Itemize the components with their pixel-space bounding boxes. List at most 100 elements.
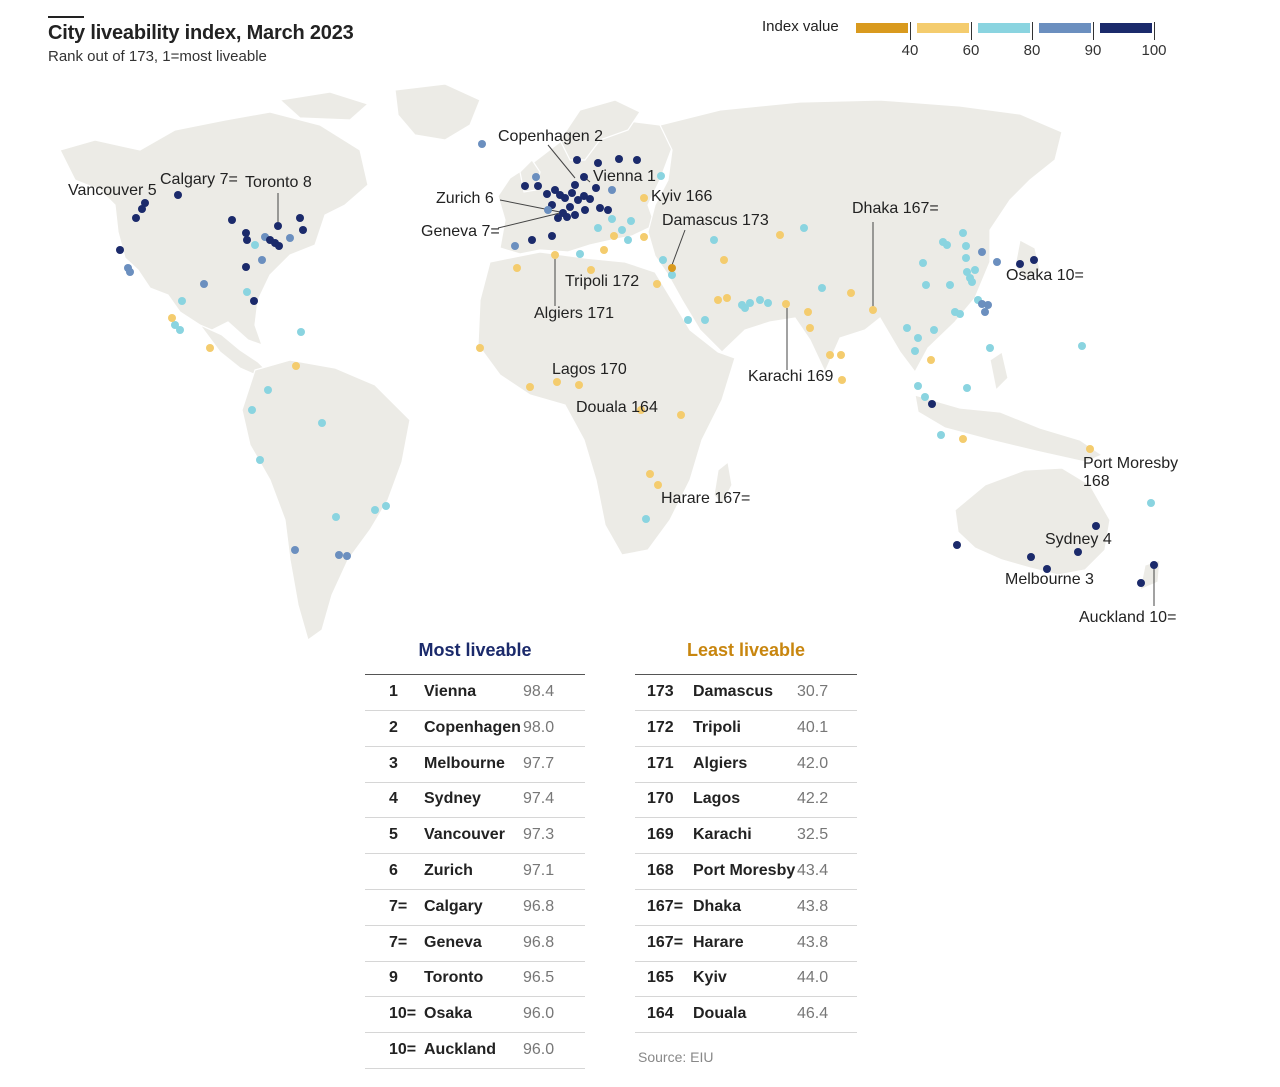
rank-cell: 172 [647, 718, 674, 736]
table-row: 3 Melbourne 97.7 [365, 747, 585, 783]
city-dot [684, 316, 692, 324]
city-dot [574, 196, 582, 204]
city-dot [554, 214, 562, 222]
city-dot [642, 515, 650, 523]
city-dot [286, 234, 294, 242]
city-dot [553, 378, 561, 386]
map-label-tripoli: Tripoli 172 [565, 273, 639, 290]
city-dot [521, 182, 529, 190]
city-dot [903, 324, 911, 332]
table-row: 165 Kyiv 44.0 [635, 961, 857, 998]
table-row: 168 Port Moresby 43.4 [635, 854, 857, 890]
city-dot [714, 296, 722, 304]
map-label-toronto: Toronto 8 [245, 174, 312, 191]
value-cell: 97.3 [523, 826, 555, 844]
city-cell: Tripoli [693, 718, 741, 736]
city-cell: Douala [693, 1005, 747, 1023]
map-label-portmoresby1: Port Moresby [1083, 455, 1178, 472]
rank-cell: 1 [389, 683, 398, 700]
city-dot [756, 296, 764, 304]
city-dot [914, 382, 922, 390]
city-dot [646, 470, 654, 478]
city-dot [946, 281, 954, 289]
table-row: 169 Karachi 32.5 [635, 818, 857, 855]
city-dot [594, 224, 602, 232]
value-cell: 96.0 [523, 1041, 555, 1058]
most-liveable-heading: Most liveable [418, 640, 532, 660]
city-dot [544, 206, 552, 214]
map-label-melbourne: Melbourne 3 [1005, 571, 1094, 588]
city-dot [513, 264, 521, 272]
city-dot [580, 192, 588, 200]
city-cell: Osaka [424, 1005, 473, 1023]
map-labels: Copenhagen 2 Vienna 1 Kyiv 166 Zurich 6 Gene… [68, 128, 1178, 626]
city-cell: Algiers [693, 754, 748, 772]
city-dot [624, 236, 632, 244]
rank-cell: 167= [647, 933, 684, 951]
value-cell: 46.4 [797, 1005, 829, 1023]
city-dot [953, 541, 961, 549]
city-dot [657, 172, 665, 180]
city-dot [551, 251, 559, 259]
map-label-damascus: Damascus 173 [662, 212, 769, 229]
city-dot [478, 140, 486, 148]
city-dot [258, 256, 266, 264]
city-cell: Lagos [693, 790, 741, 808]
city-dot [178, 297, 186, 305]
city-cell: Harare [693, 933, 744, 951]
city-dot [919, 259, 927, 267]
map-label-portmoresby2: 168 [1083, 473, 1110, 490]
city-dot [869, 306, 877, 314]
city-cell: Melbourne [424, 754, 505, 772]
rank-cell: 164 [647, 1005, 674, 1023]
map-label-osaka: Osaka 10= [1006, 267, 1084, 284]
city-dot [371, 506, 379, 514]
city-dot [580, 173, 588, 181]
city-dot [132, 214, 140, 222]
city-dot [746, 299, 754, 307]
table-row: 4 Sydney 97.4 [365, 782, 585, 819]
city-dot [978, 248, 986, 256]
value-cell: 43.8 [797, 897, 829, 915]
table-row: 172 Tripoli 40.1 [635, 711, 857, 747]
most-liveable-rule [365, 674, 585, 675]
rank-cell: 7= [389, 933, 408, 951]
rank-cell: 2 [389, 718, 398, 736]
least-liveable-heading: Least liveable [686, 640, 806, 660]
legend-tick [971, 22, 972, 40]
city-cell: Geneva [424, 933, 482, 951]
land-arctic-islands [278, 91, 370, 121]
city-dot [986, 344, 994, 352]
city-dot [1043, 565, 1051, 573]
table-row: 7= Geneva 96.8 [365, 926, 585, 962]
city-dot [275, 242, 283, 250]
city-cell: Karachi [693, 826, 752, 844]
table-row: 173 Damascus 30.7 [635, 675, 857, 711]
value-cell: 97.7 [523, 754, 555, 772]
city-dot [587, 266, 595, 274]
legend-tick-label: 40 [901, 42, 919, 59]
legend-title: Index value [762, 18, 839, 35]
city-cell: Copenhagen [424, 718, 521, 736]
city-dot [174, 191, 182, 199]
city-dot [971, 266, 979, 274]
city-dot [548, 232, 556, 240]
city-dot [1092, 522, 1100, 530]
city-dot [741, 304, 749, 312]
map-label-calgary: Calgary 7= [160, 171, 238, 188]
city-dot [806, 324, 814, 332]
city-dot [382, 502, 390, 510]
city-dot [200, 280, 208, 288]
table-row: 167= Dhaka 43.8 [635, 890, 857, 926]
table-row: 7= Calgary 96.8 [365, 890, 585, 926]
city-dot [943, 241, 951, 249]
legend-swatch [1039, 23, 1091, 33]
table-row: 2 Copenhagen 98.0 [365, 711, 585, 747]
city-dot [141, 199, 149, 207]
city-dots [116, 140, 1158, 587]
city-dot [993, 258, 1001, 266]
city-cell: Auckland [424, 1041, 497, 1058]
land-philippines [989, 351, 1009, 392]
city-dot [615, 155, 623, 163]
city-dot [911, 347, 919, 355]
